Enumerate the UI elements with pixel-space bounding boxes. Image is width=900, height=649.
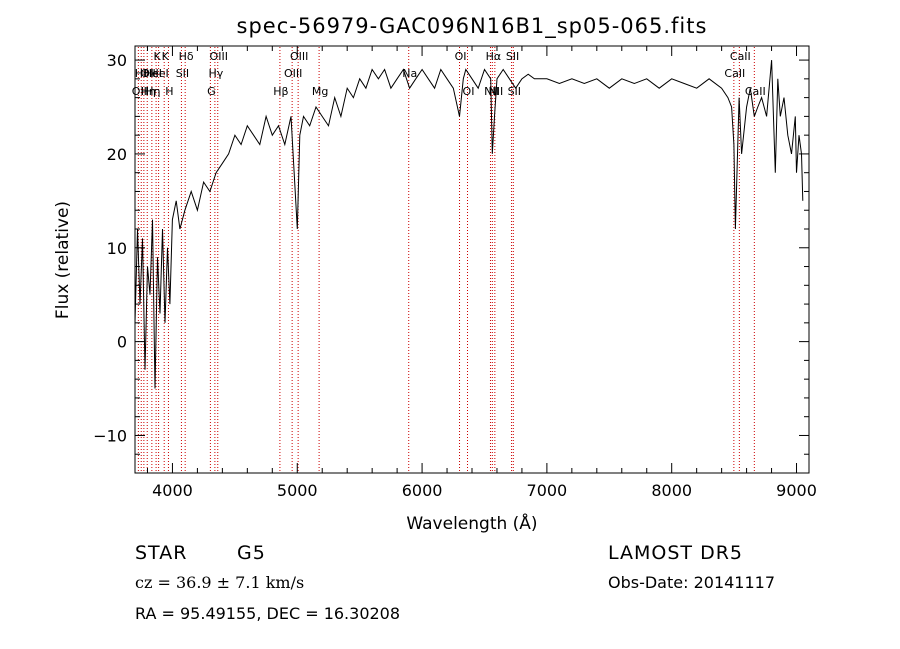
line-marker-label: SII bbox=[506, 50, 519, 63]
x-tick-label: 7000 bbox=[527, 481, 568, 500]
line-marker-label: Hη bbox=[141, 85, 156, 98]
y-tick-label: 10 bbox=[107, 239, 127, 258]
y-tick-label: 0 bbox=[117, 333, 127, 352]
line-marker-label: Hβ bbox=[273, 85, 288, 98]
line-marker-label: Hθ bbox=[135, 67, 150, 80]
y-tick-label: 20 bbox=[107, 145, 127, 164]
y-tick-label: −10 bbox=[93, 426, 127, 445]
spectral-line-markers bbox=[137, 47, 755, 472]
line-marker-label: CaII bbox=[730, 50, 751, 63]
line-marker-label: H bbox=[165, 85, 173, 98]
plot-frame bbox=[134, 45, 810, 474]
line-marker-label: Hα bbox=[486, 50, 502, 63]
line-marker-label: OIII bbox=[284, 67, 302, 80]
axis-ticks: 4000 5000 6000 7000 8000 9000 −10 0 10 20 30 bbox=[93, 46, 817, 500]
line-marker-label: OIII bbox=[290, 50, 308, 63]
line-marker-label: OII bbox=[132, 85, 147, 98]
line-marker-label: SII bbox=[176, 67, 189, 80]
observation-date: Obs-Date: 20141117 bbox=[608, 573, 776, 592]
line-marker-label: Hδ bbox=[179, 50, 194, 63]
survey-name: LAMOST DR5 bbox=[608, 542, 743, 564]
line-marker-label: K bbox=[162, 50, 170, 63]
line-marker-label: OI bbox=[455, 50, 467, 63]
y-axis-label: Flux (relative) bbox=[53, 201, 73, 319]
x-axis-label: Wavelength (Å) bbox=[406, 512, 537, 534]
line-marker-label: G bbox=[207, 85, 216, 98]
line-marker-label: OI bbox=[463, 85, 475, 98]
line-marker-label: Hη bbox=[145, 85, 160, 98]
x-tick-label: 6000 bbox=[402, 481, 443, 500]
line-marker-label: CaII bbox=[724, 67, 745, 80]
coordinates: RA = 95.49155, DEC = 16.30208 bbox=[135, 604, 401, 623]
line-marker-label: HeI bbox=[144, 67, 162, 80]
line-marker-label: Hγ bbox=[208, 67, 223, 80]
x-tick-label: 8000 bbox=[651, 481, 692, 500]
chart-title: spec-56979-GAC096N16B1_sp05-065.fits bbox=[237, 14, 708, 39]
spectral-line-labels: OIIHθHOIIHηHeIHηKHeIKHSIIHδGHγOIIIHβOIII… bbox=[132, 50, 766, 98]
x-tick-label: 9000 bbox=[776, 481, 817, 500]
line-marker-label: H bbox=[141, 85, 149, 98]
line-marker-label: CaII bbox=[745, 85, 766, 98]
line-marker-label: Mg bbox=[312, 85, 328, 98]
y-tick-label: 30 bbox=[107, 51, 127, 70]
line-marker-label: NII bbox=[484, 85, 499, 98]
object-type: STAR bbox=[135, 542, 188, 564]
line-marker-label: HeI bbox=[150, 67, 168, 80]
spectrum-line bbox=[134, 60, 804, 389]
object-subclass: G5 bbox=[237, 542, 266, 564]
line-marker-label: SII bbox=[508, 85, 521, 98]
line-marker-label: OIII bbox=[210, 50, 228, 63]
line-marker-label: K bbox=[153, 50, 161, 63]
x-tick-label: 5000 bbox=[277, 481, 318, 500]
line-marker-label: OII bbox=[141, 67, 156, 80]
x-tick-label: 4000 bbox=[152, 481, 193, 500]
redshift-cz: cz = 36.9 ± 7.1 km/s bbox=[135, 573, 305, 592]
